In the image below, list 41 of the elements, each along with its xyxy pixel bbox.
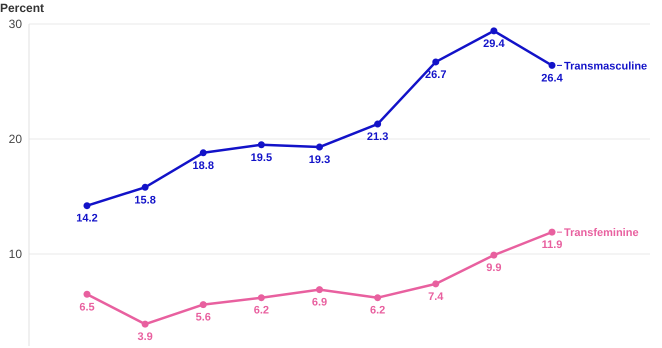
point <box>374 120 382 128</box>
point <box>258 294 265 302</box>
data-label: 19.5 <box>250 152 272 164</box>
point <box>316 286 323 294</box>
y-tick-label: 20 <box>8 132 22 146</box>
point <box>200 149 207 156</box>
point <box>84 202 90 210</box>
data-label: 6.9 <box>312 296 328 309</box>
series-label: Transfeminine <box>564 227 639 240</box>
point <box>432 280 440 288</box>
data-label: 26.4 <box>541 72 564 84</box>
y-axis-title: Percent <box>0 1 44 15</box>
data-label: 9.9 <box>486 262 502 274</box>
data-label: 6.5 <box>79 301 95 314</box>
data-label: 21.3 <box>366 131 388 144</box>
point <box>200 301 207 308</box>
data-label: 6.2 <box>370 304 386 317</box>
data-label: 7.4 <box>428 290 444 303</box>
point <box>258 141 265 148</box>
point <box>548 228 556 236</box>
data-label: 5.6 <box>196 312 211 324</box>
point <box>316 144 323 151</box>
data-label: 11.9 <box>542 239 562 252</box>
data-label: 6.2 <box>254 304 270 317</box>
point <box>142 320 149 328</box>
y-tick-label: 10 <box>8 247 22 261</box>
point <box>84 290 90 298</box>
data-label: 19.3 <box>308 154 330 166</box>
data-label: 29.4 <box>483 38 506 50</box>
point <box>142 184 149 191</box>
series-label: Transmasculine <box>564 60 648 72</box>
y-tick-label: 30 <box>8 17 22 31</box>
data-label: 18.8 <box>192 160 214 172</box>
point <box>432 58 440 66</box>
point <box>490 27 498 34</box>
point <box>548 62 556 69</box>
data-label: 15.8 <box>134 194 156 206</box>
point <box>374 294 382 302</box>
data-label: 14.2 <box>76 212 98 225</box>
data-label: 3.9 <box>137 331 153 344</box>
point <box>490 252 498 259</box>
